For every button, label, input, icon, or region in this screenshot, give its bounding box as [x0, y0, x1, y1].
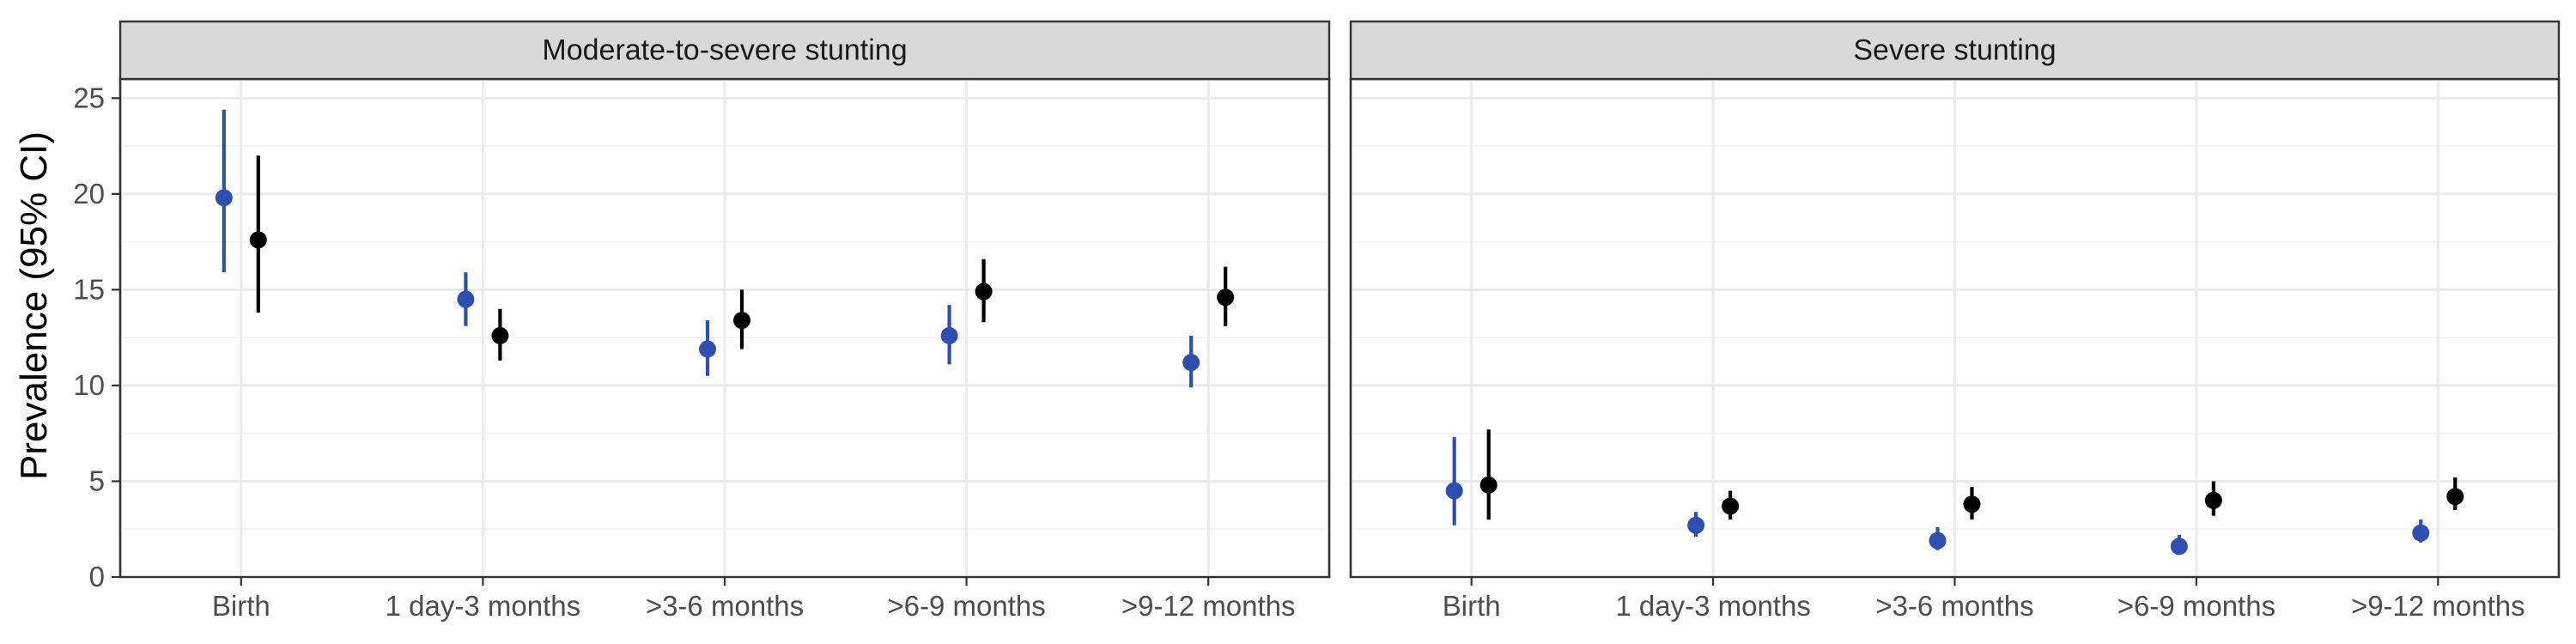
data-point	[491, 326, 509, 344]
data-point	[1687, 516, 1705, 534]
data-point	[2170, 538, 2188, 556]
data-point	[1929, 532, 1947, 550]
x-tick-label: >3-6 months	[1875, 590, 2033, 622]
y-axis-title: Prevalence (95% CI)	[13, 131, 55, 480]
data-point	[1963, 495, 1981, 513]
x-tick-label: >9-12 months	[2351, 590, 2525, 622]
data-point	[215, 189, 233, 207]
y-tick-label: 5	[89, 465, 105, 496]
y-tick-label: 25	[73, 82, 105, 113]
data-point	[1445, 482, 1463, 500]
data-point	[457, 290, 475, 308]
x-tick-label: Birth	[1443, 590, 1501, 622]
facet-strip	[1349, 20, 2561, 81]
x-tick-label: >3-6 months	[646, 590, 804, 622]
panel-1: Moderate-to-severe stunting Birth 1 day-3 …	[73, 20, 1331, 622]
data-point	[1479, 476, 1498, 494]
facet-strip	[118, 20, 1331, 81]
data-point	[1722, 497, 1740, 515]
data-point	[1217, 289, 1235, 307]
x-tick-label: >9-12 months	[1121, 590, 1296, 622]
facet-strip-label: Moderate-to-severe stunting	[542, 33, 907, 66]
data-point	[733, 312, 750, 330]
x-tick-label: Birth	[212, 590, 270, 622]
x-tick-label: >6-9 months	[2117, 590, 2275, 622]
y-tick-label: 10	[73, 369, 105, 401]
y-tick-label: 0	[89, 561, 105, 592]
data-point	[249, 231, 267, 249]
data-point	[2204, 491, 2222, 509]
data-point	[940, 326, 958, 344]
x-tick-label: >6-9 months	[887, 590, 1045, 622]
data-point	[2446, 488, 2464, 506]
y-tick-label: 15	[73, 273, 105, 305]
panels-layer: Moderate-to-severe stunting Birth 1 day-3 …	[73, 20, 2561, 622]
data-point	[2412, 524, 2430, 542]
facet-strip-label: Severe stunting	[1853, 33, 2056, 66]
panel-2: Severe stunting Birth 1 day-3 months >3-6 m…	[1349, 20, 2561, 622]
y-tick-label: 20	[73, 178, 105, 210]
data-point	[975, 283, 993, 301]
x-tick-label: 1 day-3 months	[1615, 590, 1810, 622]
data-point	[699, 340, 716, 358]
data-point	[1182, 354, 1200, 372]
x-tick-label: 1 day-3 months	[386, 590, 580, 622]
